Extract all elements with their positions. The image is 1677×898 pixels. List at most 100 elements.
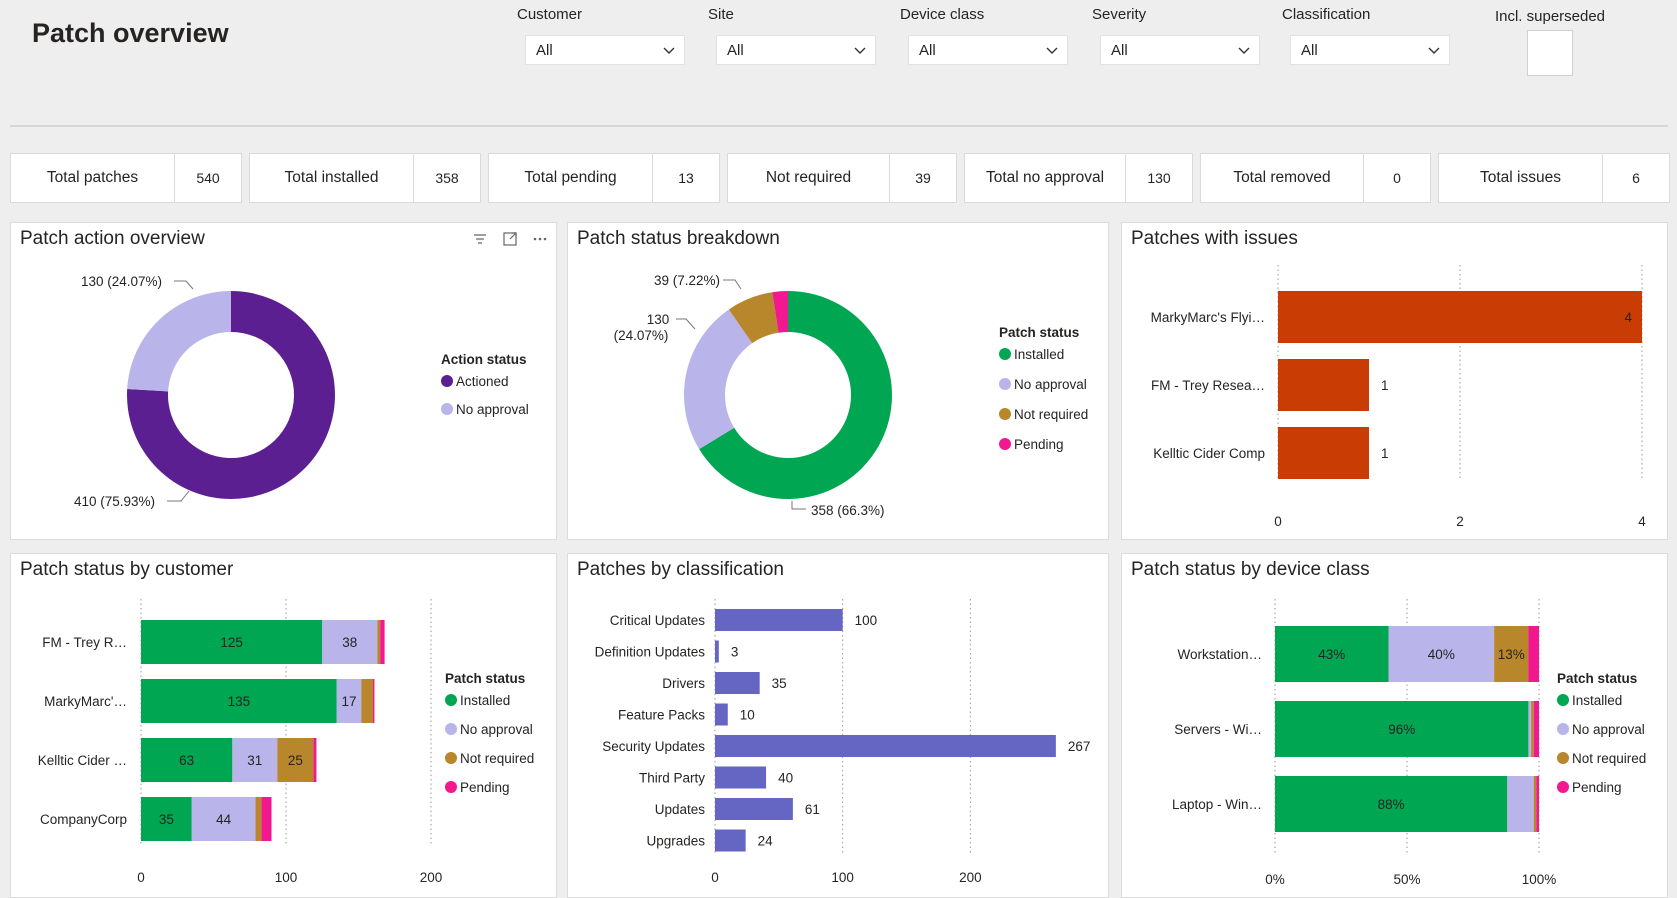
panel-status-breakdown[interactable]: 39 (7.22%) 358 (66.3%) Patch status Install… bbox=[567, 222, 1109, 540]
bar bbox=[715, 766, 767, 789]
tick-label: 0 bbox=[1274, 514, 1282, 529]
filter-severity: Severity All bbox=[1092, 6, 1275, 65]
filter-label: Classification bbox=[1282, 6, 1371, 23]
bar-segment bbox=[361, 679, 373, 723]
legend-label: Not required bbox=[1572, 751, 1646, 766]
legend-swatch bbox=[1557, 752, 1569, 764]
leader-line bbox=[723, 279, 742, 290]
data-label: 4 bbox=[1624, 310, 1632, 325]
data-label: 25 bbox=[288, 753, 303, 768]
category-label: FM - Trey R… bbox=[42, 635, 127, 650]
panel-action-overview[interactable]: 130 (24.07%) 410 (75.93%) Action status Act… bbox=[10, 222, 557, 540]
bar-segment bbox=[255, 797, 262, 841]
category-label: Laptop - Win… bbox=[1172, 797, 1262, 812]
legend-swatch bbox=[999, 348, 1011, 360]
legend-label: No approval bbox=[460, 722, 533, 737]
bar-segment bbox=[1536, 776, 1539, 832]
kpi-card: Total pending 13 bbox=[488, 153, 720, 203]
filter-value: All bbox=[536, 41, 553, 59]
data-label: (24.07%) bbox=[614, 328, 669, 343]
data-label: 38 bbox=[342, 635, 357, 650]
donut-slice bbox=[772, 291, 788, 333]
data-label: 410 (75.93%) bbox=[74, 494, 155, 509]
kpi-value: 358 bbox=[435, 170, 459, 186]
bar-segment bbox=[377, 620, 381, 664]
data-label: 17 bbox=[342, 694, 357, 709]
superseded-label: Incl. superseded bbox=[1494, 8, 1606, 25]
donut-slice bbox=[127, 291, 231, 392]
superseded-checkbox[interactable] bbox=[1527, 30, 1573, 76]
more-options-icon[interactable] bbox=[532, 231, 548, 247]
data-label: 35 bbox=[159, 812, 174, 827]
chevron-down-icon bbox=[1428, 47, 1440, 54]
kpi-card: Total issues 6 bbox=[1438, 153, 1670, 203]
bar-segment bbox=[322, 620, 378, 664]
superseded-filter: Incl. superseded bbox=[1490, 8, 1610, 76]
data-label: 267 bbox=[1068, 739, 1091, 754]
bar-segment bbox=[261, 797, 272, 841]
kpi-label: Total removed bbox=[1201, 154, 1364, 202]
bar-segment bbox=[141, 620, 323, 664]
data-label: 40% bbox=[1428, 647, 1455, 662]
category-label: Kelltic Cider … bbox=[38, 753, 127, 768]
legend-label: Installed bbox=[1014, 347, 1064, 362]
data-label: 31 bbox=[247, 753, 262, 768]
legend-swatch bbox=[999, 378, 1011, 390]
chevron-down-icon bbox=[854, 47, 866, 54]
filter-value: All bbox=[727, 41, 744, 59]
donut-slice bbox=[684, 309, 753, 450]
category-label: Definition Updates bbox=[595, 645, 706, 660]
category-label: Drivers bbox=[662, 676, 705, 691]
data-label: 130 (24.07%) bbox=[81, 274, 162, 289]
kpi-card: Not required 39 bbox=[727, 153, 957, 203]
category-label: Servers - Wi… bbox=[1174, 722, 1262, 737]
leader-line bbox=[174, 280, 194, 290]
tick-label: 0 bbox=[137, 870, 145, 885]
filter-label: Device class bbox=[900, 6, 985, 23]
bar bbox=[715, 640, 719, 663]
leader-line bbox=[676, 318, 696, 330]
bar bbox=[1278, 291, 1642, 343]
expand-icon[interactable] bbox=[502, 231, 518, 247]
tick-label: 100% bbox=[1522, 872, 1557, 887]
filter-customer: Customer All bbox=[517, 6, 700, 65]
data-label: 61 bbox=[805, 802, 820, 817]
bar-segment bbox=[1494, 626, 1529, 682]
filter-icon[interactable] bbox=[472, 231, 488, 247]
legend-label: Actioned bbox=[456, 374, 509, 389]
legend-label: Pending bbox=[1014, 437, 1064, 452]
panel-title: Patch status by customer bbox=[20, 559, 234, 580]
filter-dropdown[interactable]: All bbox=[1100, 35, 1260, 65]
panel-status-by-customer[interactable]: 0 100 200 FM - Trey R… 125 38 MarkyMarc'… 135 17… bbox=[10, 553, 557, 898]
legend-label: No approval bbox=[1572, 722, 1645, 737]
bar bbox=[1278, 427, 1369, 479]
category-label: Updates bbox=[655, 802, 706, 817]
panel-by-classification[interactable]: 0 100 200 Critical Updates 100 Definition Upd… bbox=[567, 553, 1109, 898]
chevron-down-icon bbox=[1238, 47, 1250, 54]
category-label: Critical Updates bbox=[610, 613, 706, 628]
filter-value: All bbox=[1111, 41, 1128, 59]
filter-dropdown[interactable]: All bbox=[716, 35, 876, 65]
tick-label: 4 bbox=[1638, 514, 1646, 529]
header-divider bbox=[10, 125, 1668, 127]
panel-title: Patch action overview bbox=[20, 228, 205, 249]
filter-dropdown[interactable]: All bbox=[1290, 35, 1450, 65]
tick-label: 2 bbox=[1456, 514, 1464, 529]
bar-segment bbox=[313, 738, 317, 782]
kpi-label: Total no approval bbox=[965, 154, 1126, 202]
chevron-down-icon bbox=[1046, 47, 1058, 54]
panel-patches-with-issues[interactable]: 0 2 4 MarkyMarc's Flyi… 4 FM - Trey Resea… 1 Ke… bbox=[1121, 222, 1668, 540]
filter-dropdown[interactable]: All bbox=[908, 35, 1068, 65]
tick-label: 200 bbox=[420, 870, 443, 885]
legend-title: Patch status bbox=[999, 325, 1079, 340]
panel-title: Patch status by device class bbox=[1131, 559, 1370, 580]
bar-segment bbox=[191, 797, 256, 841]
bar-segment bbox=[141, 797, 192, 841]
data-label: 13% bbox=[1498, 647, 1525, 662]
bar bbox=[715, 735, 1056, 757]
category-label: FM - Trey Resea… bbox=[1151, 378, 1265, 393]
panel-status-by-device-class[interactable]: 0% 50% 100% Workstation… 43% 40% 13% Servers - … bbox=[1121, 553, 1668, 898]
filter-dropdown[interactable]: All bbox=[525, 35, 685, 65]
tick-label: 0 bbox=[711, 870, 719, 885]
kpi-label: Total pending bbox=[489, 154, 653, 202]
